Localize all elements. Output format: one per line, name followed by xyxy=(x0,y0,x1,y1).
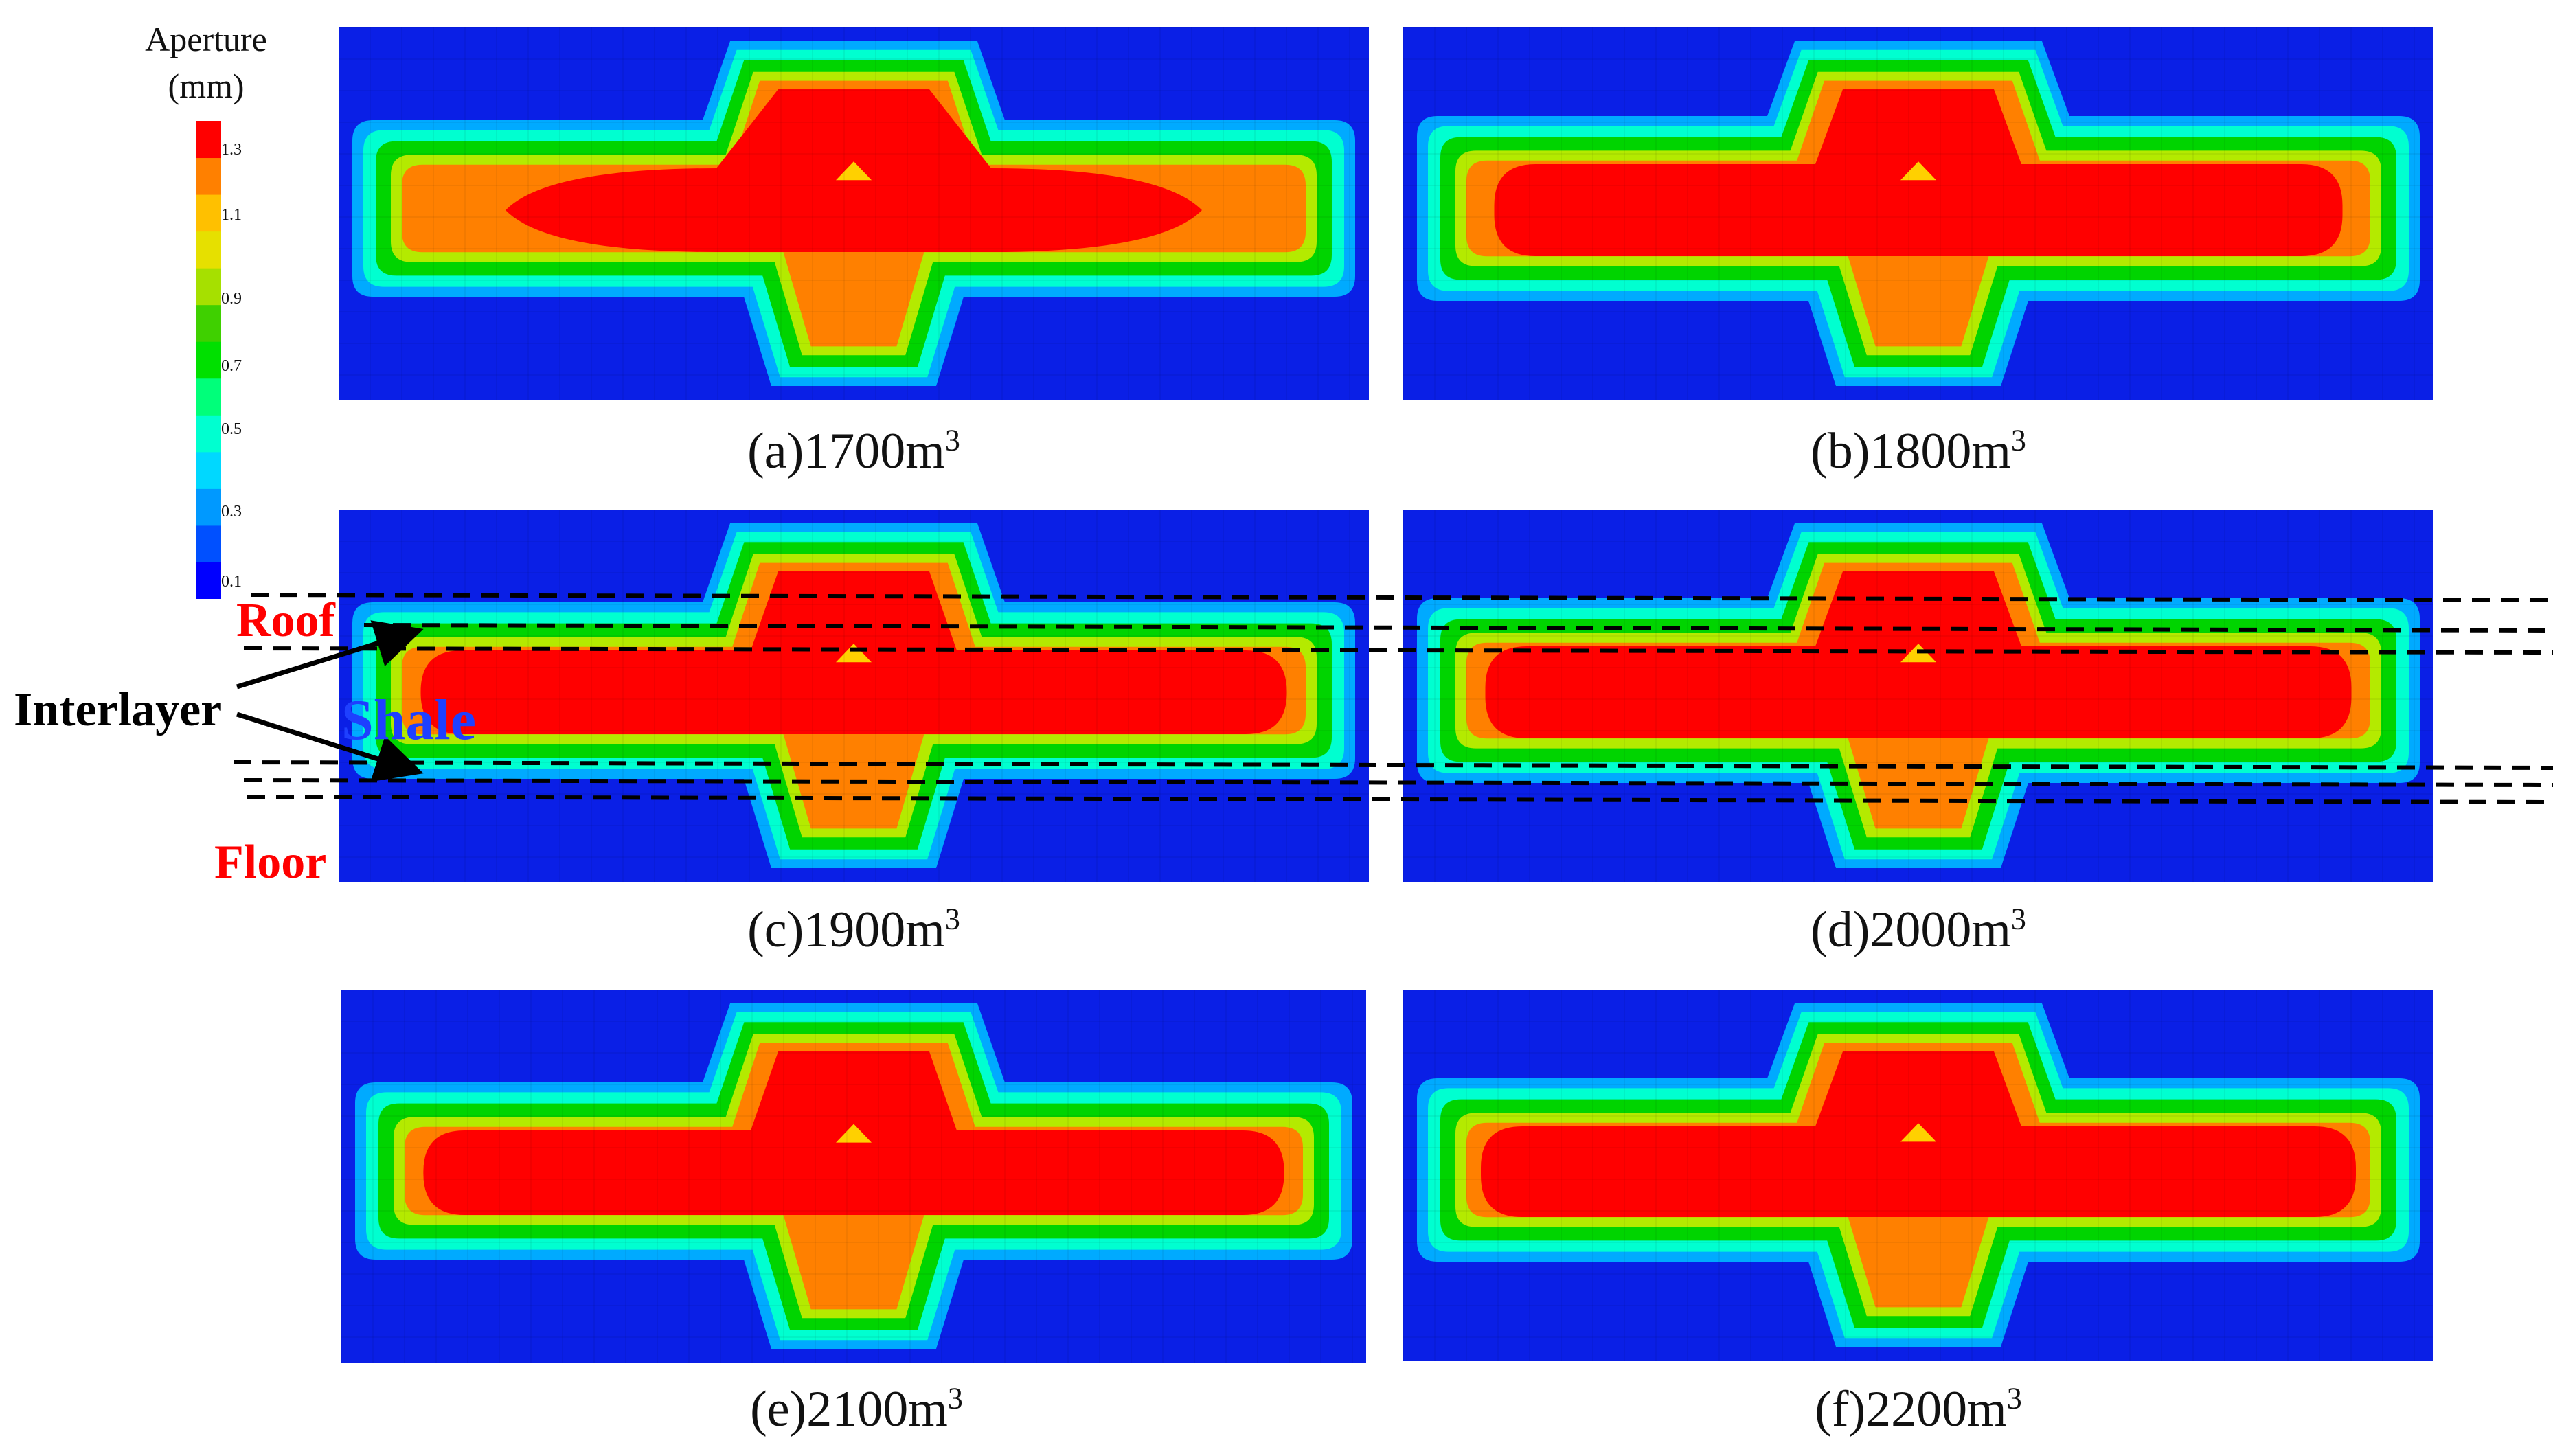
shale-label: Shale xyxy=(341,688,477,752)
colorbar-swatch xyxy=(196,415,221,453)
colorbar-swatch xyxy=(196,562,221,599)
colorbar-tick-label: 0.7 xyxy=(221,357,242,375)
colorbar-swatch xyxy=(196,488,221,526)
mesh-grid xyxy=(1403,27,2433,400)
colorbar-tick-label: 0.3 xyxy=(221,503,242,521)
mesh-grid xyxy=(341,990,1366,1363)
mesh-grid xyxy=(1403,990,2433,1361)
injection-point-marker xyxy=(836,161,872,181)
floor-label: Floor xyxy=(214,836,327,889)
injection-point-marker xyxy=(836,644,872,663)
interlayer-upper-bottom xyxy=(243,646,2553,655)
colorbar-tick-label: 0.5 xyxy=(221,420,242,438)
caption-f: (f)2200m3 xyxy=(1815,1381,2022,1437)
panel-f-contour xyxy=(1403,990,2433,1361)
interlayer-lower-top xyxy=(233,760,2553,770)
panel-e-contour xyxy=(341,990,1366,1363)
colorbar-tick-label: 0.9 xyxy=(221,290,242,308)
roof-label: Roof xyxy=(236,594,335,647)
interlayer-label: Interlayer xyxy=(14,683,223,736)
interlayer-arrow-upper xyxy=(236,620,424,690)
interlayer-arrow-lower xyxy=(236,712,424,782)
caption-e: (e)2100m3 xyxy=(750,1381,963,1437)
caption-c: (c)1900m3 xyxy=(747,902,960,958)
caption-d: (d)2000m3 xyxy=(1811,902,2026,958)
mesh-grid xyxy=(339,27,1369,400)
colorbar-swatch xyxy=(196,451,221,489)
injection-point-marker xyxy=(836,1124,872,1143)
caption-a: (a)1700m3 xyxy=(747,423,960,479)
colorbar-swatch xyxy=(196,194,221,232)
panel-d-contour xyxy=(1403,510,2433,882)
panel-a-contour xyxy=(339,27,1369,400)
injection-point-marker xyxy=(1900,161,1936,181)
colorbar-swatch xyxy=(196,121,221,159)
colorbar-swatch xyxy=(196,378,221,416)
roof-upper-boundary xyxy=(250,593,2553,602)
interlayer-upper-top xyxy=(363,623,2553,633)
panel-b-contour xyxy=(1403,27,2433,400)
colorbar-swatch xyxy=(196,268,221,306)
colorbar-swatch xyxy=(196,231,221,269)
legend-title: Aperture xyxy=(145,20,267,58)
legend-unit: (mm) xyxy=(168,67,245,105)
floor-upper-boundary xyxy=(247,795,2553,804)
interlayer-lower-mid xyxy=(243,778,2553,787)
colorbar-tick-label: 1.3 xyxy=(221,141,242,159)
colorbar-swatch xyxy=(196,304,221,342)
mesh-grid xyxy=(1403,510,2433,882)
colorbar-tick-label: 1.1 xyxy=(221,206,242,224)
colorbar-swatch xyxy=(196,525,221,562)
colorbar xyxy=(196,121,221,599)
mesh-grid xyxy=(339,510,1369,882)
colorbar-swatch xyxy=(196,341,221,379)
colorbar-swatch xyxy=(196,157,221,195)
colorbar-tick-label: 0.1 xyxy=(221,573,242,591)
caption-b: (b)1800m3 xyxy=(1811,423,2026,479)
panel-c-contour xyxy=(339,510,1369,882)
injection-point-marker xyxy=(1900,1123,1936,1142)
